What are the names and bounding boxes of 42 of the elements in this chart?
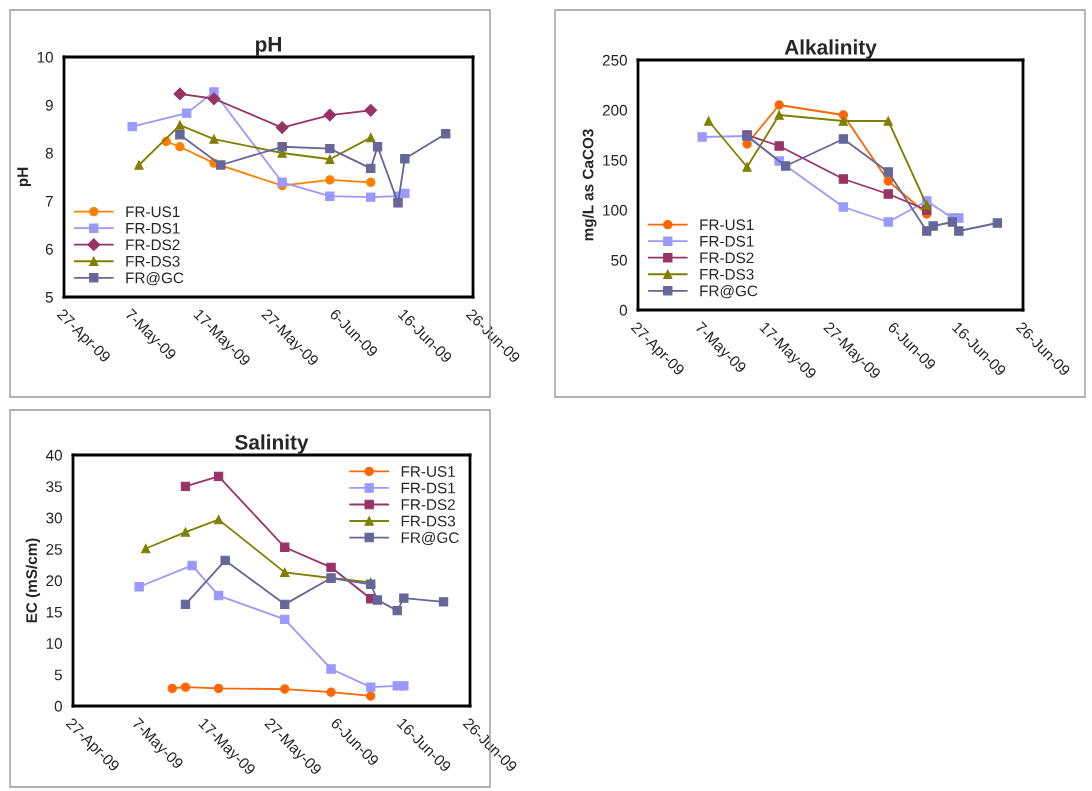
legend-label: FR-US1 bbox=[700, 219, 754, 231]
y-tick-label: 5 bbox=[45, 292, 53, 303]
chart-title: Alkalinity bbox=[784, 39, 877, 59]
chart-title: Salinity bbox=[235, 434, 309, 454]
y-tick-label: 250 bbox=[602, 54, 627, 66]
y-tick-label: 10 bbox=[46, 638, 62, 649]
y-tick-label: 25 bbox=[46, 543, 62, 555]
y-tick-label: 6 bbox=[45, 243, 53, 255]
y-tick-label: 150 bbox=[603, 154, 627, 166]
legend-label: FR-DS3 bbox=[126, 255, 180, 267]
legend-label: FR-DS3 bbox=[401, 515, 456, 527]
y-tick-label: 0 bbox=[54, 700, 62, 712]
y-tick-label: 20 bbox=[46, 575, 62, 587]
y-tick-label: 30 bbox=[46, 512, 62, 524]
legend-label: FR-DS3 bbox=[700, 268, 754, 280]
legend-label: FR-DS2 bbox=[126, 239, 180, 251]
legend-label: FR-DS2 bbox=[700, 252, 754, 264]
legend-label: FR-DS1 bbox=[700, 235, 754, 247]
legend-label: FR-DS2 bbox=[401, 499, 455, 510]
legend-label: FR-US1 bbox=[126, 206, 180, 218]
y-axis-title: EC (mS/cm) bbox=[25, 538, 41, 623]
y-axis-title: pH bbox=[17, 167, 32, 187]
y-tick-label: 10 bbox=[37, 51, 53, 63]
y-axis-title: mg/L as CaCO3 bbox=[582, 129, 597, 241]
y-tick-label: 35 bbox=[46, 481, 62, 493]
y-tick-label: 9 bbox=[45, 99, 53, 111]
y-tick-label: 200 bbox=[602, 104, 627, 116]
chart-title: pH bbox=[255, 37, 281, 56]
y-tick-label: 5 bbox=[54, 669, 62, 681]
legend-label: FR@GC bbox=[126, 272, 184, 286]
legend-label: FR-DS1 bbox=[126, 222, 180, 234]
y-tick-label: 40 bbox=[45, 449, 62, 461]
legend-label: FR-DS1 bbox=[401, 482, 455, 494]
y-tick-label: 50 bbox=[611, 254, 627, 266]
y-tick-label: 0 bbox=[619, 304, 627, 316]
y-tick-label: 7 bbox=[45, 196, 53, 207]
legend-label: FR@GC bbox=[700, 285, 758, 299]
legend-label: FR-US1 bbox=[401, 466, 455, 477]
y-tick-label: 8 bbox=[45, 147, 53, 159]
legend-label: FR@GC bbox=[401, 531, 459, 546]
y-tick-label: 15 bbox=[46, 606, 62, 618]
y-tick-label: 100 bbox=[603, 204, 627, 216]
